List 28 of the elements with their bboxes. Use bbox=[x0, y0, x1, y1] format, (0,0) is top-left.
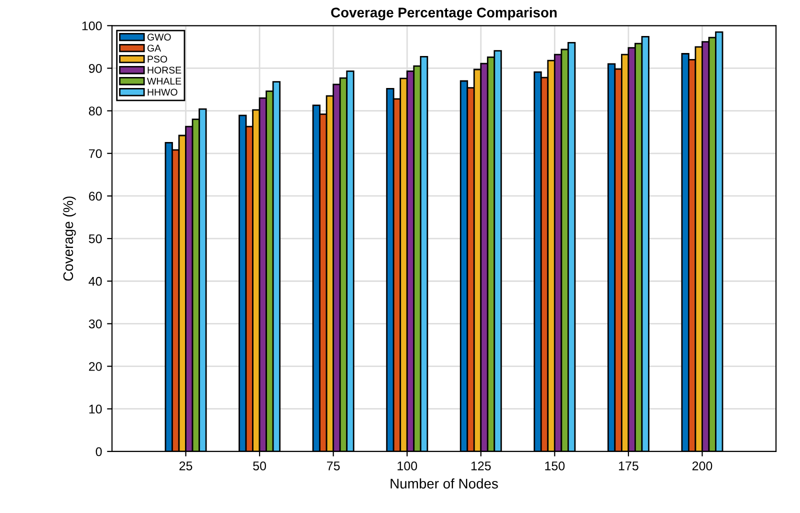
x-tick-label: 75 bbox=[327, 462, 340, 470]
y-tick-label: 10 bbox=[89, 404, 102, 414]
y-tick-label: 80 bbox=[88, 106, 102, 116]
y-tick-label: 0 bbox=[96, 447, 102, 456]
legend-label: GWO bbox=[147, 34, 171, 41]
legend-label: HHWO bbox=[148, 88, 178, 96]
y-axis-title: Coverage (%) bbox=[62, 196, 76, 281]
x-tick-label: 50 bbox=[253, 461, 266, 470]
x-tick-label: 150 bbox=[545, 461, 565, 470]
x-tick-label: 125 bbox=[471, 461, 491, 470]
y-tick-label: 60 bbox=[89, 192, 102, 201]
y-tick-label: 50 bbox=[88, 234, 102, 244]
legend-label: GA bbox=[147, 44, 162, 52]
y-tick-label: 90 bbox=[88, 64, 102, 73]
y-tick-label: 70 bbox=[89, 149, 102, 158]
x-tick-label: 175 bbox=[618, 462, 638, 470]
y-tick-label: 100 bbox=[82, 21, 102, 30]
x-axis-title: Number of Nodes bbox=[390, 478, 498, 489]
y-tick-label: 30 bbox=[88, 320, 102, 328]
legend-label: WHALE bbox=[147, 78, 182, 85]
legend-label: HORSE bbox=[148, 66, 182, 74]
x-tick-label: 100 bbox=[398, 461, 418, 470]
y-tick-label: 40 bbox=[88, 276, 102, 286]
y-tick-label: 20 bbox=[89, 362, 102, 371]
chart-title: Coverage Percentage Comparison bbox=[331, 7, 557, 20]
x-tick-label: 25 bbox=[179, 461, 192, 470]
legend-label: PSO bbox=[148, 56, 168, 63]
x-tick-label: 200 bbox=[692, 461, 712, 470]
